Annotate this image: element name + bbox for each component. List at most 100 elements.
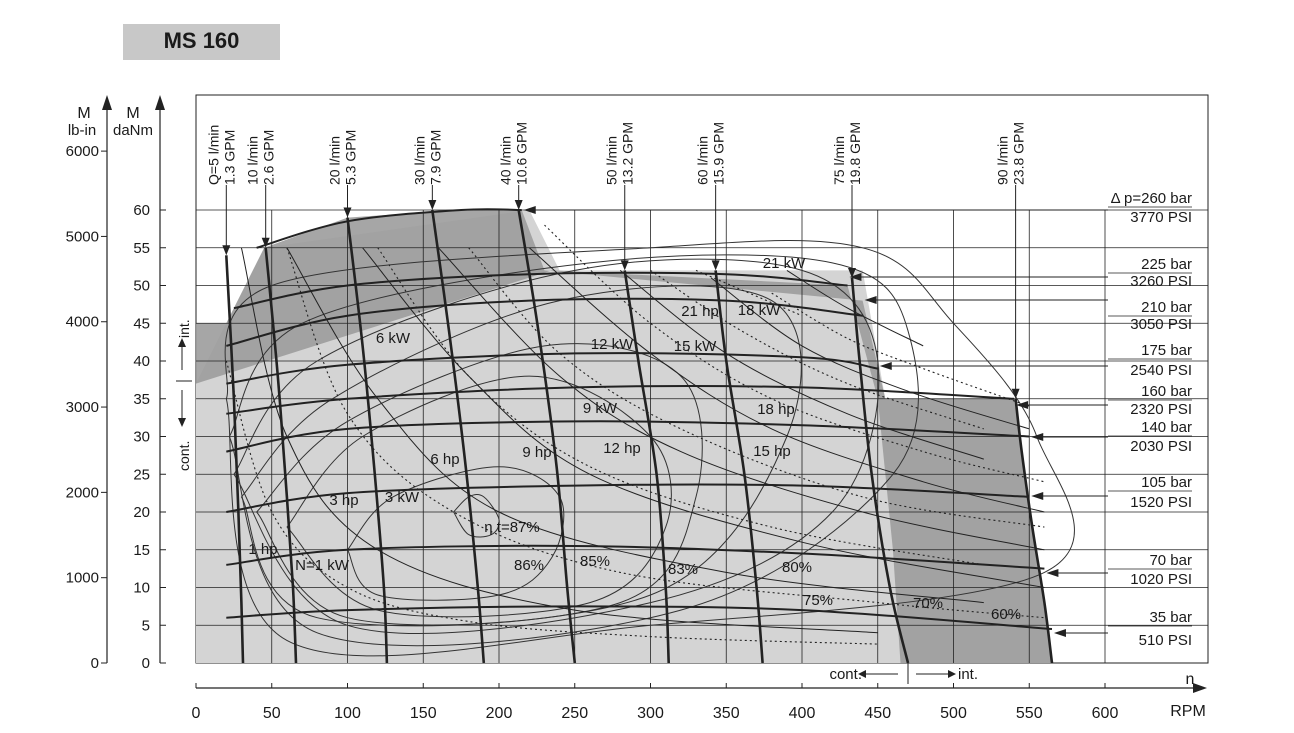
pressure-label-bar: 175 bar	[1141, 342, 1192, 359]
y-tick-label-daNm: 20	[133, 504, 150, 521]
pressure-arrow-head	[1031, 492, 1044, 500]
efficiency-label: 80%	[782, 559, 812, 576]
pressure-curve	[226, 297, 863, 347]
bottom-cont-arrow-head	[858, 670, 866, 678]
power-hp-curve	[771, 292, 1030, 407]
efficiency-label: 60%	[991, 606, 1021, 623]
pressure-arrow-head	[879, 362, 892, 370]
pressure-curve	[226, 483, 1030, 513]
power-hp-curve	[377, 247, 984, 566]
efficiency-curve	[233, 258, 880, 634]
flow-curve	[346, 217, 389, 664]
power-kw-curve	[710, 277, 1030, 430]
pressure-curve	[256, 208, 522, 249]
intermittent-region	[196, 210, 1052, 663]
y-tick-label-daNm: 0	[142, 655, 150, 672]
flow-curve	[225, 255, 245, 664]
power-hp-curve	[650, 269, 984, 430]
power-hp-curve	[544, 224, 1045, 483]
int-label: int.	[176, 319, 192, 338]
flow-curve	[264, 247, 298, 664]
flow-curve	[850, 277, 910, 664]
flow-arrow-head	[847, 267, 856, 278]
efficiency-label: η t=87%	[484, 519, 539, 536]
flow-arrow-head	[711, 260, 720, 271]
chart-title: MS 160	[163, 28, 240, 53]
power-hp-curve	[225, 360, 878, 645]
flow-label-gpm: 5.3 GPM	[343, 130, 359, 185]
y-tick-label-lbin: 0	[91, 655, 99, 672]
x-tick-label: 200	[486, 705, 513, 722]
y-tick-label-daNm: 35	[133, 391, 150, 408]
x-axis-symbol: n	[1186, 671, 1195, 688]
power-hp-label: 3 hp	[329, 492, 358, 509]
pressure-label-psi: 1520 PSI	[1130, 494, 1192, 511]
x-tick-label: 350	[713, 705, 740, 722]
pressure-arrow-head	[523, 206, 536, 214]
cont-label: cont.	[176, 441, 192, 471]
y-tick-label-lbin: 4000	[66, 314, 99, 331]
efficiency-curve	[256, 343, 703, 626]
efficiency-curve	[240, 285, 802, 627]
y-tick-label-daNm: 10	[133, 580, 150, 597]
chart-title-box: MS 160	[123, 24, 280, 60]
power-hp-label: 6 hp	[430, 451, 459, 468]
flow-label-lpm: 10 l/min	[245, 136, 261, 185]
power-kw-curve	[362, 247, 1045, 588]
pressure-label-bar: 140 bar	[1141, 419, 1192, 436]
bottom-int-arrow-head	[948, 670, 956, 678]
y-axis-daNm-unit: daNm	[113, 122, 153, 139]
x-tick-label: 50	[263, 705, 281, 722]
power-hp-curve	[468, 247, 1045, 528]
power-hp-label: 12 hp	[603, 440, 641, 457]
pressure-curve	[226, 352, 878, 385]
int-arrow-head	[178, 338, 186, 347]
x-axis-title: RPM	[1170, 703, 1206, 720]
x-tick-label: 500	[940, 705, 967, 722]
cont-arrow-head	[178, 418, 186, 427]
pressure-label-bar: 225 bar	[1141, 256, 1192, 273]
flow-arrow-head	[428, 200, 437, 210]
y-axis-lbin-symbol: M	[77, 105, 90, 122]
flow-label-lpm: Q=5 l/min	[205, 125, 221, 185]
power-kw-curve	[286, 247, 984, 604]
x-tick-label: 250	[561, 705, 588, 722]
power-hp-label: 15 hp	[753, 443, 791, 460]
flow-label-gpm: 19.8 GPM	[847, 122, 863, 185]
y-tick-label-daNm: 60	[133, 202, 150, 219]
pressure-curve	[226, 544, 1045, 570]
bottom-int-label: int.	[958, 666, 978, 683]
x-tick-label: 0	[192, 705, 201, 722]
x-tick-label: 100	[334, 705, 361, 722]
y-tick-label-daNm: 5	[142, 617, 150, 634]
y-tick-label-daNm: 25	[133, 466, 150, 483]
flow-label-lpm: 75 l/min	[831, 136, 847, 185]
pressure-label-bar: 160 bar	[1141, 383, 1192, 400]
efficiency-label: 75%	[803, 592, 833, 609]
flow-label-gpm: 7.9 GPM	[427, 130, 443, 185]
x-tick-label: 600	[1092, 705, 1119, 722]
flow-label-lpm: 60 l/min	[695, 136, 711, 185]
pressure-curve	[226, 420, 1030, 453]
y-tick-label-daNm: 30	[133, 429, 150, 446]
power-kw-curve	[240, 247, 878, 634]
power-kw-label: 6 kW	[376, 330, 411, 347]
power-kw-label: 9 kW	[583, 400, 618, 417]
efficiency-label: 86%	[514, 557, 544, 574]
pressure-label-bar: 105 bar	[1141, 474, 1192, 491]
power-hp-label: 21 hp	[681, 303, 719, 320]
pressure-label-psi: 2320 PSI	[1130, 401, 1192, 418]
flow-label-gpm: 23.8 GPM	[1011, 122, 1027, 185]
flow-arrow-head	[1011, 388, 1020, 399]
y-axis-lbin-arrow	[102, 95, 112, 110]
flow-label-gpm: 2.6 GPM	[261, 130, 277, 185]
power-hp-label: 18 hp	[757, 401, 795, 418]
power-kw-label: N=1 kW	[295, 557, 350, 574]
x-tick-label: 450	[864, 705, 891, 722]
pressure-label-psi: 2030 PSI	[1130, 438, 1192, 455]
pressure-label-bar: 35 bar	[1149, 609, 1192, 626]
flow-curve	[623, 270, 670, 664]
pressure-label-psi: 510 PSI	[1139, 632, 1192, 649]
flow-label-gpm: 1.3 GPM	[221, 130, 237, 185]
